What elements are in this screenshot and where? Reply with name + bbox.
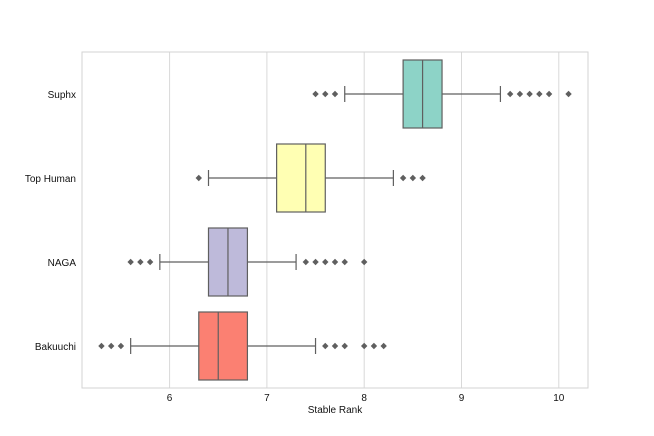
grid-layer — [169, 52, 560, 388]
plot-frame — [81, 51, 589, 389]
outlier-point — [341, 258, 348, 266]
x-tick-label: 9 — [459, 393, 465, 404]
y-tick-label: Bakuuchi — [35, 342, 76, 353]
outlier-point — [565, 90, 572, 98]
outlier-point — [331, 90, 339, 98]
outlier-point — [360, 342, 368, 350]
outlier-point — [409, 174, 417, 182]
outlier-point — [360, 258, 368, 266]
outlier-point — [380, 342, 387, 350]
outlier-point — [545, 90, 553, 98]
series-group-bakuuchi — [98, 311, 387, 381]
x-tick-label: 10 — [553, 393, 565, 404]
outlier-point — [526, 90, 533, 98]
y-tick-label: Suphx — [48, 90, 76, 101]
outlier-point — [419, 174, 426, 182]
x-tick-label: 6 — [167, 393, 173, 404]
outlier-point — [107, 342, 115, 350]
outlier-point — [341, 342, 348, 350]
outlier-point — [322, 258, 329, 266]
series-group-suphx — [312, 59, 572, 129]
series-group-naga — [127, 227, 368, 297]
y-tick-label: Top Human — [25, 174, 76, 185]
labels-layer: 6 7 8 9 10 Suphx Top Human NAGA Bakuuchi — [25, 90, 565, 404]
x-tick-label: 8 — [361, 393, 367, 404]
outlier-point — [146, 258, 154, 266]
outlier-point — [322, 342, 329, 350]
outlier-point — [312, 90, 319, 98]
outlier-point — [117, 342, 125, 350]
outlier-point — [331, 342, 339, 350]
y-tick-label: NAGA — [48, 258, 77, 269]
outlier-point — [399, 174, 407, 182]
outlier-point — [312, 258, 319, 266]
box — [198, 311, 249, 381]
outlier-point — [322, 90, 329, 98]
outlier-point — [370, 342, 378, 350]
x-tick-label: 7 — [264, 393, 270, 404]
box — [276, 143, 326, 213]
outlier-point — [98, 342, 105, 350]
outlier-point — [536, 90, 543, 98]
outlier-point — [137, 258, 144, 266]
outlier-point — [516, 90, 524, 98]
outlier-point — [302, 258, 310, 266]
x-axis-label: Stable Rank — [308, 405, 363, 416]
outlier-point — [127, 258, 134, 266]
series-group-top-human — [195, 143, 426, 213]
outlier-point — [506, 90, 514, 98]
outlier-point — [195, 174, 202, 182]
marks-layer — [98, 59, 572, 381]
outlier-point — [331, 258, 339, 266]
